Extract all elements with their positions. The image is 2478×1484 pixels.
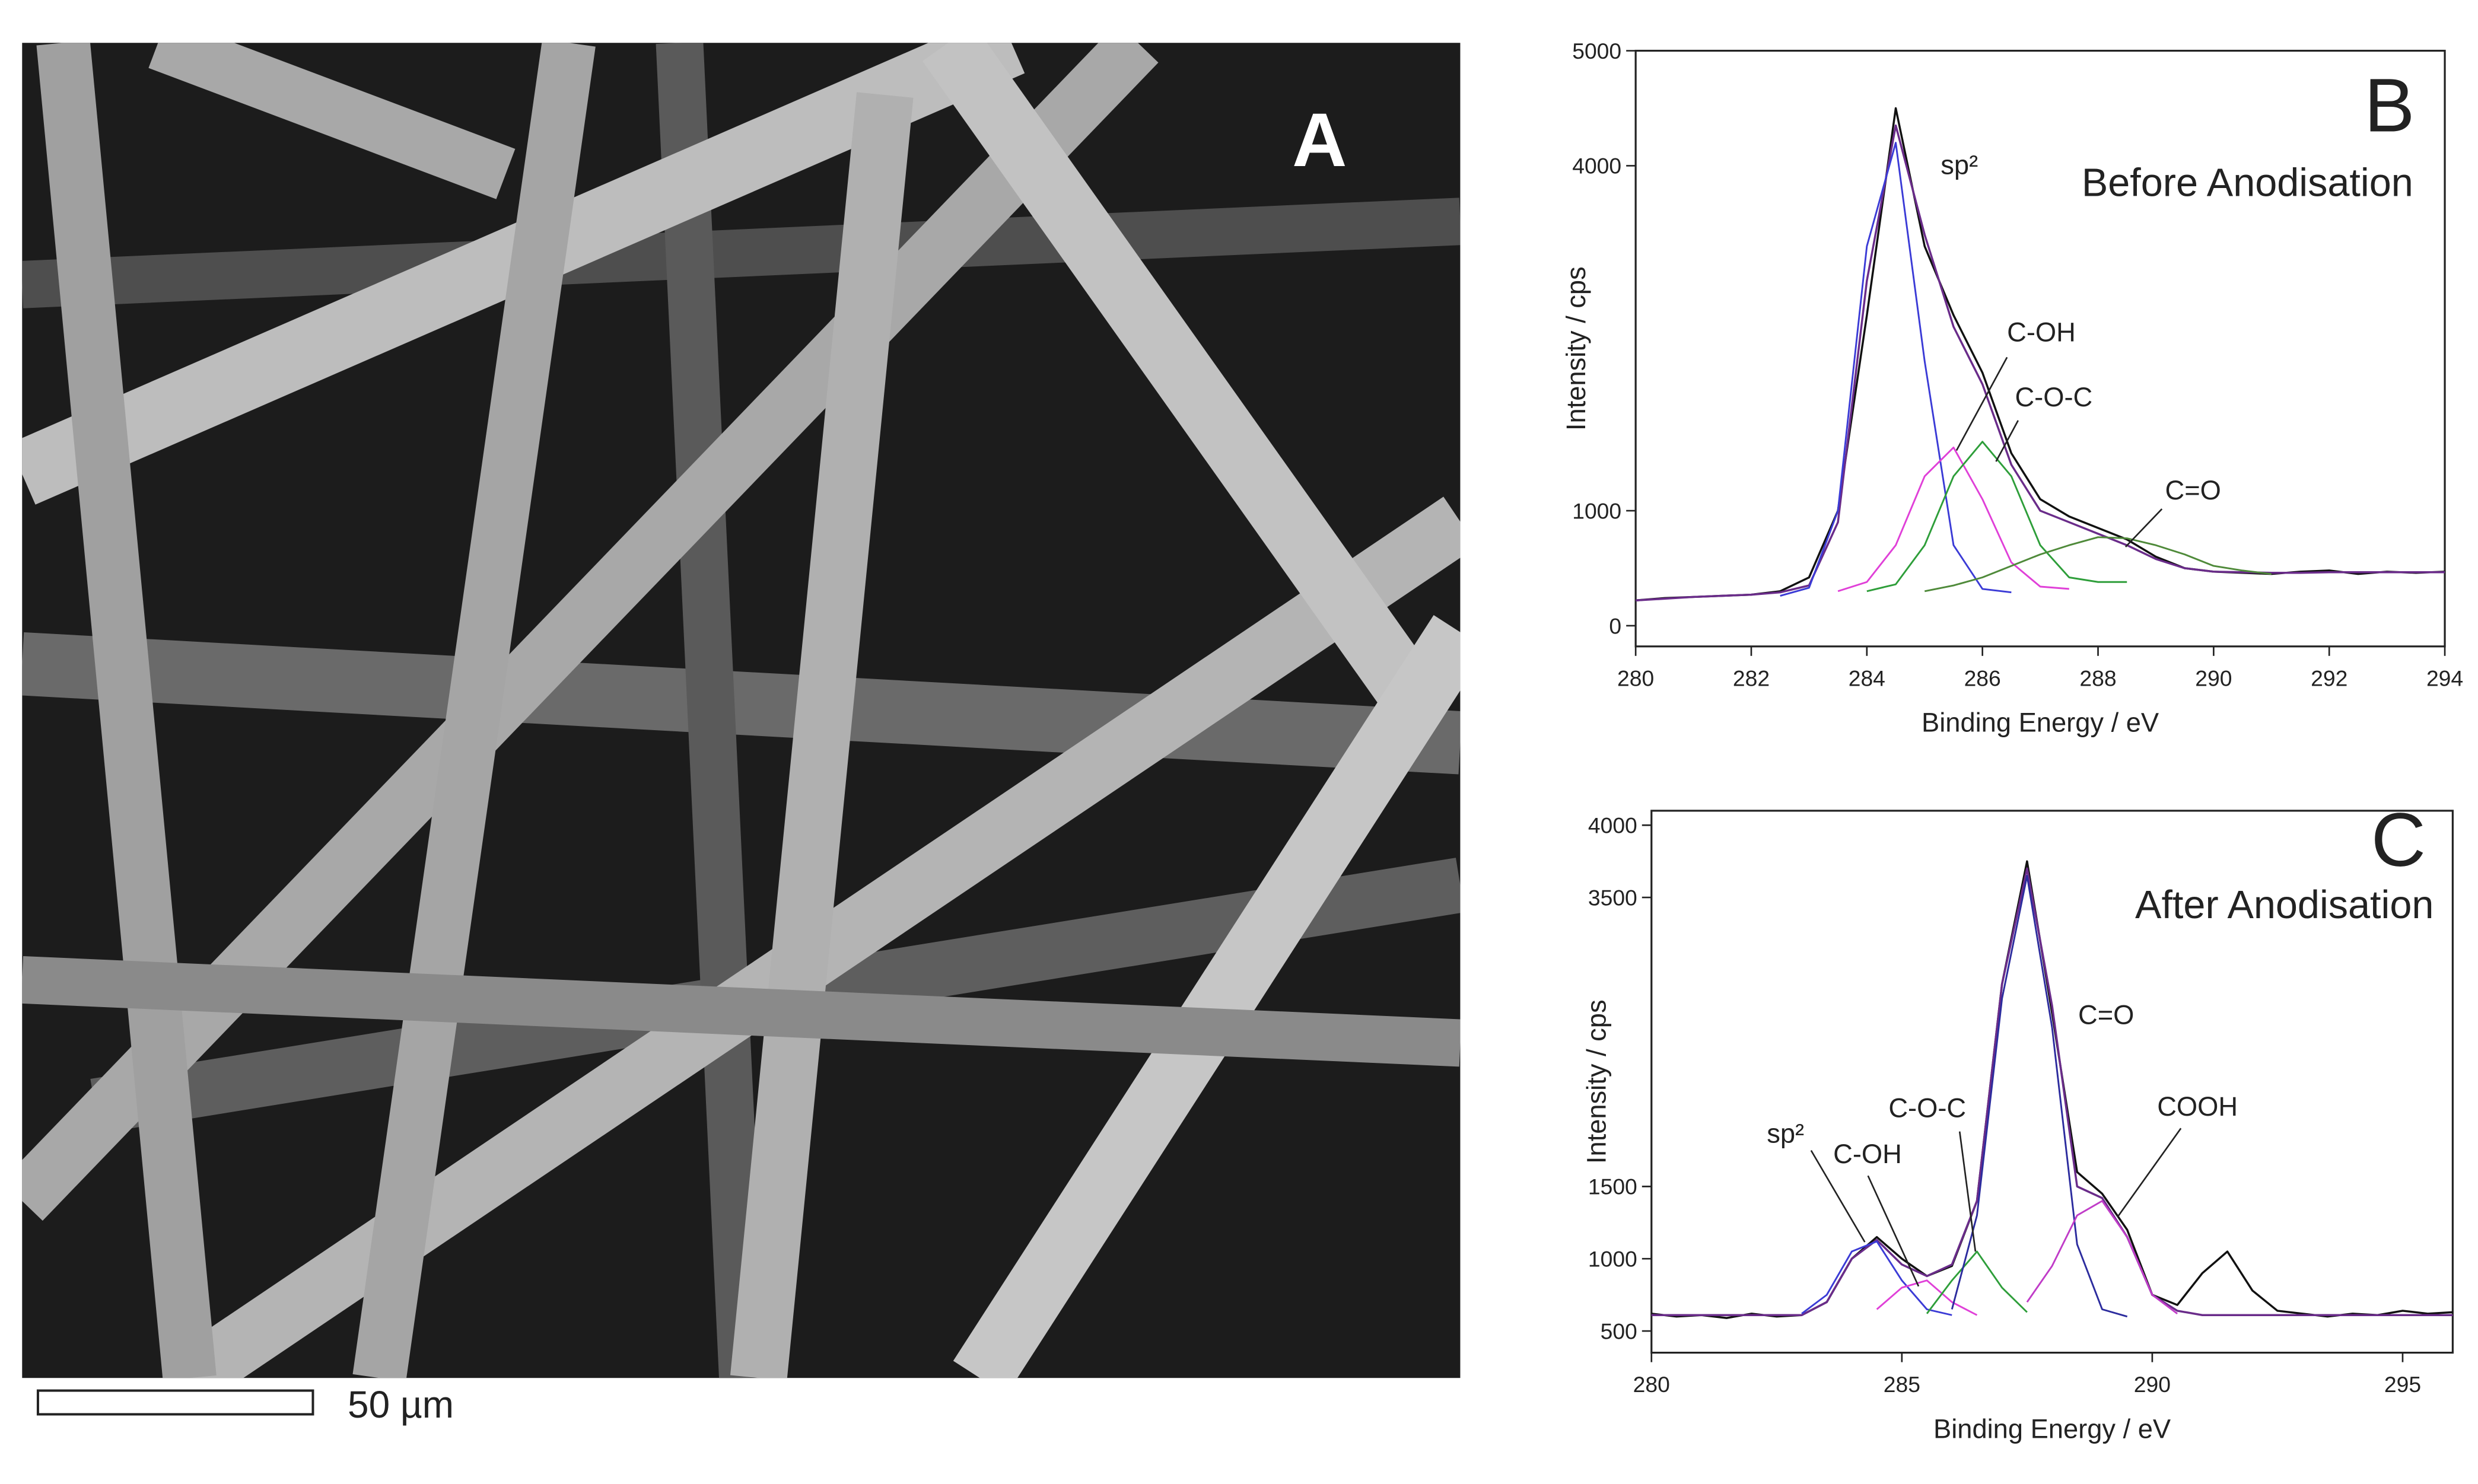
y-axis-label: Intensity / cps	[1561, 266, 1591, 431]
peak-label: C=O	[2078, 1000, 2134, 1030]
x-tick-label: 282	[1733, 665, 1770, 690]
y-tick-label: 0	[1609, 613, 1621, 638]
chart: 280 282 284 286 288 290 292 294 0 1000 4000 5000 Bin…	[1561, 39, 2463, 738]
y-tick-label: 500	[1601, 1319, 1637, 1343]
x-axis-label: Binding Energy / eV	[1933, 1413, 2171, 1444]
scale-bar-label: 50 µm	[348, 1383, 454, 1426]
plot-frame	[1650, 810, 2454, 1354]
peak-label: sp²	[1767, 1118, 1804, 1148]
peak-label: C-O-C	[2015, 382, 2092, 412]
x-tick-label: 284	[1849, 665, 1885, 690]
x-tick-label: 292	[2311, 665, 2347, 690]
series-line	[1780, 142, 2012, 597]
y-axis-label: Intensity / cps	[1582, 999, 1612, 1164]
fiber	[36, 43, 217, 1378]
sem-image: A	[22, 43, 1461, 1378]
y-tick-label: 4000	[1588, 813, 1637, 838]
leader-line	[1867, 1175, 1920, 1287]
x-tick-label: 285	[1884, 1372, 1920, 1397]
fiber	[922, 43, 1448, 730]
y-tick-label: 5000	[1572, 39, 1621, 63]
x-tick-label: 290	[2195, 665, 2232, 690]
series-line	[1951, 875, 2128, 1318]
peak-label: C-OH	[2007, 317, 2076, 348]
chart-title: Before Anodisation	[2082, 161, 2413, 205]
leader-line	[1955, 356, 2008, 451]
fibers	[22, 43, 1461, 1378]
leader-line	[2124, 508, 2163, 547]
series-line	[1926, 1250, 2028, 1314]
x-tick-label: 286	[1964, 665, 2001, 690]
panel-label: B	[2364, 63, 2415, 148]
panel-label: C	[2371, 798, 2426, 883]
peak-label: C=O	[2165, 475, 2221, 505]
peak-label: C-O-C	[1888, 1093, 1966, 1123]
x-tick-label: 280	[1617, 665, 1654, 690]
plot-frame	[1634, 49, 2446, 648]
peak-label: sp²	[1941, 149, 1978, 180]
chart: 280 285 290 295 500 1000 1500 3500 4000 Binding E…	[1582, 798, 2454, 1444]
peak-label: COOH	[2157, 1091, 2238, 1122]
fiber	[953, 615, 1461, 1378]
series-line	[1837, 446, 2069, 593]
panel-label: A	[1292, 98, 1347, 183]
x-tick-label: 294	[2426, 665, 2463, 690]
fiber	[730, 92, 914, 1378]
series-line	[2026, 1200, 2178, 1314]
y-tick-label: 1500	[1588, 1174, 1637, 1199]
series-line	[1636, 124, 2445, 602]
fiber	[22, 198, 1461, 308]
leader-line	[2117, 1128, 2182, 1218]
fiber	[22, 956, 1461, 1067]
fiber	[352, 43, 596, 1378]
scale-bar	[36, 1389, 314, 1416]
series-line	[1924, 536, 2272, 593]
y-tick-label: 1000	[1572, 498, 1621, 523]
fiber	[656, 43, 766, 1378]
y-tick-label: 4000	[1572, 154, 1621, 179]
series-line	[1651, 867, 2453, 1316]
leader-line	[1810, 1149, 1866, 1243]
series-line	[1876, 1279, 1978, 1316]
x-tick-label: 280	[1633, 1372, 1670, 1397]
series-line	[1801, 1240, 1952, 1316]
fiber	[148, 43, 516, 199]
x-tick-label: 295	[2384, 1372, 2421, 1397]
peak-label: C-OH	[1833, 1139, 1902, 1169]
y-tick-label: 1000	[1588, 1247, 1637, 1272]
y-tick-label: 3500	[1588, 885, 1637, 910]
x-tick-label: 290	[2134, 1372, 2171, 1397]
chart-title: After Anodisation	[2135, 883, 2434, 927]
x-axis-label: Binding Energy / eV	[1922, 708, 2159, 738]
fiber	[22, 632, 1461, 775]
x-tick-label: 288	[2079, 665, 2116, 690]
leader-line	[1995, 420, 2019, 462]
leader-line	[1958, 1131, 1977, 1252]
